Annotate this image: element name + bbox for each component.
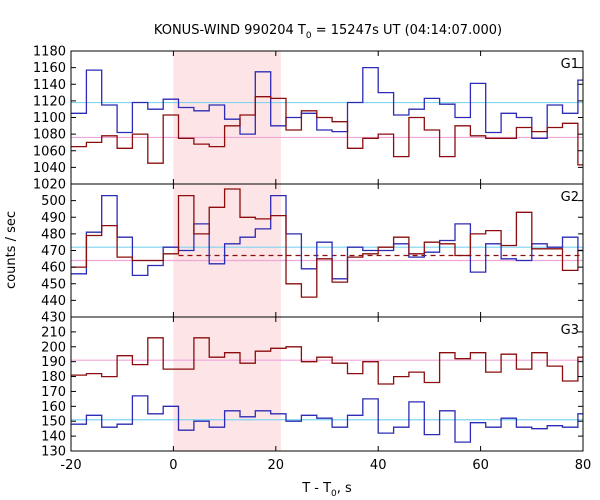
panel-frame: [70, 183, 584, 318]
y-tick-label: 450: [41, 277, 66, 292]
y-tick-label: 430: [41, 311, 66, 326]
y-tick-label: 160: [41, 400, 66, 415]
x-tick-label: 40: [370, 458, 387, 473]
y-tick-label: 170: [41, 385, 66, 400]
chart-title: KONUS-WIND 990204 T0 = 15247s UT (04:14:…: [154, 23, 502, 41]
title-subscript: 0: [306, 31, 312, 41]
y-tick-label: 210: [41, 325, 66, 340]
panel-label: G2: [561, 190, 579, 205]
title-main: KONUS-WIND 990204 T: [154, 23, 306, 38]
y-tick-label: 500: [41, 194, 66, 209]
y-tick-label: 1120: [33, 94, 66, 109]
x-tick-label: -20: [60, 458, 81, 473]
series-blue-step: [71, 66, 583, 139]
y-tick-label: 1080: [33, 128, 66, 143]
x-tick-label: 20: [268, 458, 285, 473]
y-tick-label: 480: [41, 227, 66, 242]
series-red-step: [71, 188, 583, 298]
y-tick-label: 470: [41, 244, 66, 259]
x-tick-label: 80: [575, 458, 592, 473]
xlabel-subscript: 0: [331, 489, 337, 499]
series-red-step: [71, 96, 583, 166]
y-tick-label: 1020: [33, 178, 66, 193]
series-red-step: [71, 337, 583, 385]
panel-label: G3: [561, 323, 579, 338]
y-tick-label: 490: [41, 211, 66, 226]
y-tick-label: 440: [41, 294, 66, 309]
y-tick-label: 1160: [33, 61, 66, 76]
y-tick-label: 1060: [33, 144, 66, 159]
y-tick-label: 200: [41, 340, 66, 355]
y-axis-label: counts / sec: [4, 211, 19, 289]
x-tick-label: 0: [169, 458, 177, 473]
x-axis-label: T - T0, s: [301, 481, 352, 499]
y-tick-label: 1040: [33, 161, 66, 176]
panel-label: G1: [561, 57, 579, 72]
y-tick-label: 180: [41, 370, 66, 385]
y-tick-label: 1180: [33, 45, 66, 60]
series-blue-step: [71, 395, 583, 443]
title-rest: = 15247s UT (04:14:07.000): [312, 23, 502, 38]
y-tick-label: 130: [41, 445, 66, 460]
panel-frame: [70, 316, 584, 452]
xlabel-rest: , s: [337, 481, 352, 496]
series-blue-step: [71, 194, 583, 280]
y-tick-label: 1100: [33, 111, 66, 126]
x-tick-label: 60: [472, 458, 489, 473]
xlabel-main: T - T: [301, 481, 331, 496]
y-tick-label: 190: [41, 355, 66, 370]
y-tick-label: 140: [41, 430, 66, 445]
y-tick-label: 460: [41, 261, 66, 276]
y-tick-label: 1140: [33, 78, 66, 93]
y-tick-label: 150: [41, 415, 66, 430]
